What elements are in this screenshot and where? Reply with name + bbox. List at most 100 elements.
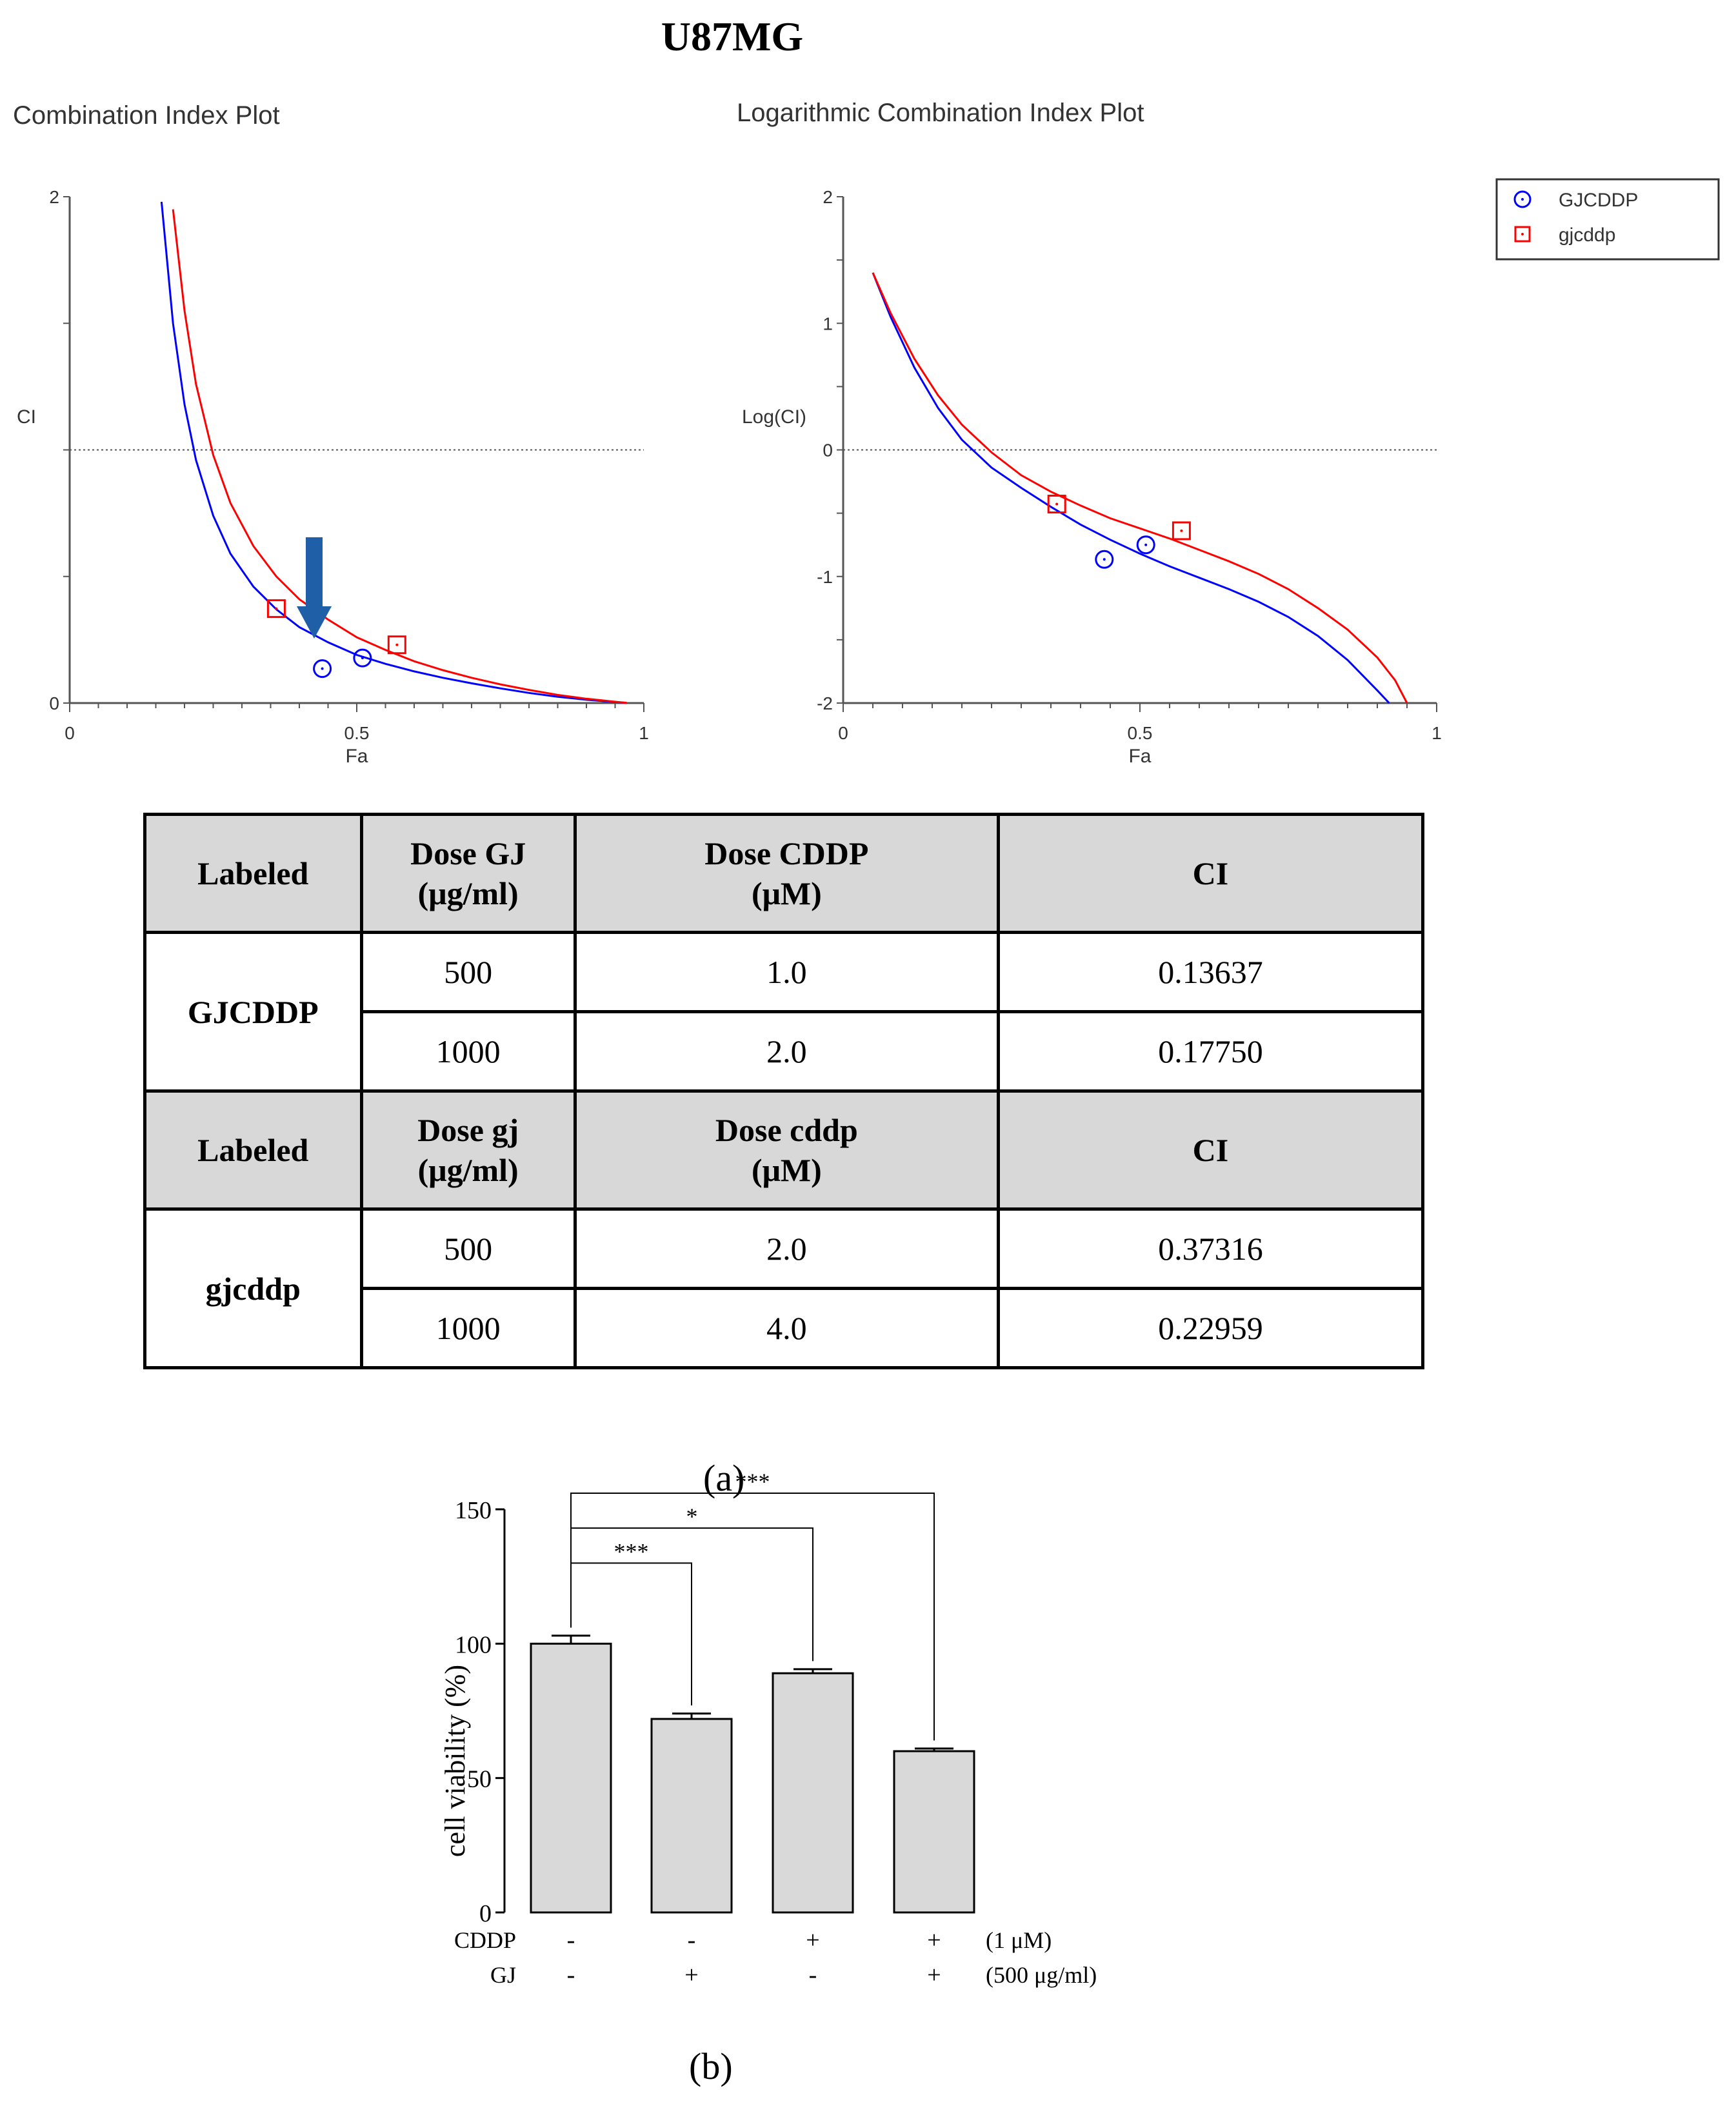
table-row: GJCDDP 500 1.0 0.13637 xyxy=(143,931,1425,1093)
table-cell: 4.0 xyxy=(573,1287,1000,1369)
significance-label: *** xyxy=(735,1469,770,1494)
y-tick-label: 2 xyxy=(49,187,59,207)
series-curve-GJCDDP xyxy=(160,201,627,704)
series-curve-gjcddp xyxy=(172,209,627,704)
series-curve-GJCDDP xyxy=(872,272,1390,704)
bar xyxy=(530,1642,612,1914)
row-unit: (1 μM) xyxy=(986,1927,1052,1953)
table-cell: 1.0 xyxy=(573,931,1000,1013)
combination-index-table: Labeled Dose GJ (μg/ml) Dose CDDP (μM) CI … xyxy=(143,813,1425,1369)
y-tick-label: -2 xyxy=(817,693,833,713)
header-line: (μM) xyxy=(751,875,822,911)
header-line: Dose CDDP xyxy=(704,835,869,871)
data-point-GJCDDP xyxy=(1095,550,1114,569)
table-header-cell: CI xyxy=(996,1089,1425,1211)
x-tick-label: 0.5 xyxy=(344,723,370,743)
y-tick-label: 1 xyxy=(823,313,833,333)
x-tick-label: 0.5 xyxy=(1128,723,1153,743)
table-row: 1000 2.0 0.17750 xyxy=(145,1010,1425,1093)
y-tick-label: -1 xyxy=(817,567,833,587)
header-line: (μg/ml) xyxy=(417,1152,519,1188)
table-header-cell: Dose GJ (μg/ml) xyxy=(359,813,577,934)
table-cell: 1000 xyxy=(359,1010,577,1093)
series-curve-gjcddp xyxy=(872,272,1408,704)
data-point-GJCDDP xyxy=(1136,535,1155,555)
log-combination-index-plot: Logarithmic Combination Index Plot -2 -1 0… xyxy=(737,99,1442,767)
significance-label: * xyxy=(686,1504,698,1529)
header-line: Dose GJ xyxy=(410,835,526,871)
data-point-GJCDDP xyxy=(353,648,372,668)
y-tick-label: 0 xyxy=(49,693,59,713)
group-label: gjcddp xyxy=(143,1207,363,1369)
legend-square-marker xyxy=(1514,226,1531,243)
row-label: GJ xyxy=(490,1962,516,1988)
figure-title: U87MG xyxy=(661,14,804,59)
treatment-symbol: + xyxy=(927,1961,941,1989)
data-point-center xyxy=(395,643,399,646)
table-cell: 2.0 xyxy=(573,1207,1000,1290)
table-cell: 0.13637 xyxy=(996,931,1425,1013)
table-cell: 2.0 xyxy=(573,1010,1000,1093)
data-point-center xyxy=(1180,529,1183,532)
table-header-row: Labeled Dose gj (μg/ml) Dose cddp (μM) CI xyxy=(143,1089,1425,1211)
data-point-center xyxy=(1055,502,1059,506)
legend-circle-marker xyxy=(1513,190,1531,208)
y-tick-label: 150 xyxy=(455,1497,492,1524)
table-header-cell: Dose cddp (μM) xyxy=(573,1089,1000,1211)
data-point-GJCDDP xyxy=(313,659,332,679)
treatment-symbol: - xyxy=(688,1927,696,1954)
ci-plot-title: Combination Index Plot xyxy=(13,101,280,130)
log-ylabel: Log(CI) xyxy=(742,406,806,428)
table-header-cell: Labeled xyxy=(143,813,363,934)
y-tick-label: 50 xyxy=(467,1766,492,1793)
data-point-center xyxy=(321,667,324,670)
table-header-cell: Labeled xyxy=(143,1089,363,1211)
x-tick-label: 0 xyxy=(65,723,75,743)
data-point-center xyxy=(275,607,278,610)
ci-xlabel: Fa xyxy=(345,746,368,767)
treatment-symbol: + xyxy=(684,1961,698,1989)
caption-a: (a) xyxy=(703,1457,745,1499)
table-row: gjcddp 500 2.0 0.37316 xyxy=(143,1207,1425,1369)
ci-ylabel: CI xyxy=(17,406,36,428)
header-line: (μM) xyxy=(751,1152,822,1188)
treatment-symbol: - xyxy=(809,1961,817,1989)
table-row: 1000 4.0 0.22959 xyxy=(145,1287,1425,1369)
data-point-gjcddp xyxy=(266,599,286,619)
legend-entry-gjcddp-upper: GJCDDP xyxy=(1559,190,1638,211)
table-cell: 0.17750 xyxy=(996,1010,1425,1093)
table-cell: 0.22959 xyxy=(996,1287,1425,1369)
y-tick-label: 100 xyxy=(455,1631,492,1658)
treatment-symbol: - xyxy=(567,1961,575,1989)
y-tick-label: 0 xyxy=(823,441,833,461)
arrow-annotation xyxy=(297,537,332,639)
significance-label: *** xyxy=(614,1538,649,1564)
table-header-cell: CI xyxy=(996,813,1425,934)
legend: GJCDDP gjcddp xyxy=(1495,178,1720,261)
header-line: Dose gj xyxy=(417,1112,519,1148)
data-point-gjcddp xyxy=(387,635,406,655)
log-xlabel: Fa xyxy=(1128,746,1151,767)
bar xyxy=(650,1718,733,1914)
data-point-gjcddp xyxy=(1172,521,1191,541)
log-plot-title: Logarithmic Combination Index Plot xyxy=(737,99,1144,127)
y-tick-label: 2 xyxy=(823,187,833,207)
treatment-symbol: + xyxy=(806,1927,819,1954)
data-point-center xyxy=(361,657,364,660)
table-header-row: Labeled Dose GJ (μg/ml) Dose CDDP (μM) CI xyxy=(143,813,1425,934)
table-cell: 500 xyxy=(359,1207,577,1290)
table-header-cell: Dose gj (μg/ml) xyxy=(359,1089,577,1211)
header-line: (μg/ml) xyxy=(417,875,519,911)
data-point-center xyxy=(1102,558,1106,561)
significance-bracket xyxy=(570,1493,935,1741)
x-tick-label: 1 xyxy=(639,723,649,743)
table-header-cell: Dose CDDP (μM) xyxy=(573,813,1000,934)
bar-ylabel: cell viability (%) xyxy=(439,1665,471,1857)
header-line: Dose cddp xyxy=(715,1112,858,1148)
combination-index-plot: Combination Index Plot 0 2 0 0.5 1 CI Fa xyxy=(13,101,649,767)
data-point-gjcddp xyxy=(1047,494,1066,513)
table-cell: 500 xyxy=(359,931,577,1013)
bar xyxy=(893,1750,975,1914)
table-cell: 0.37316 xyxy=(996,1207,1425,1290)
